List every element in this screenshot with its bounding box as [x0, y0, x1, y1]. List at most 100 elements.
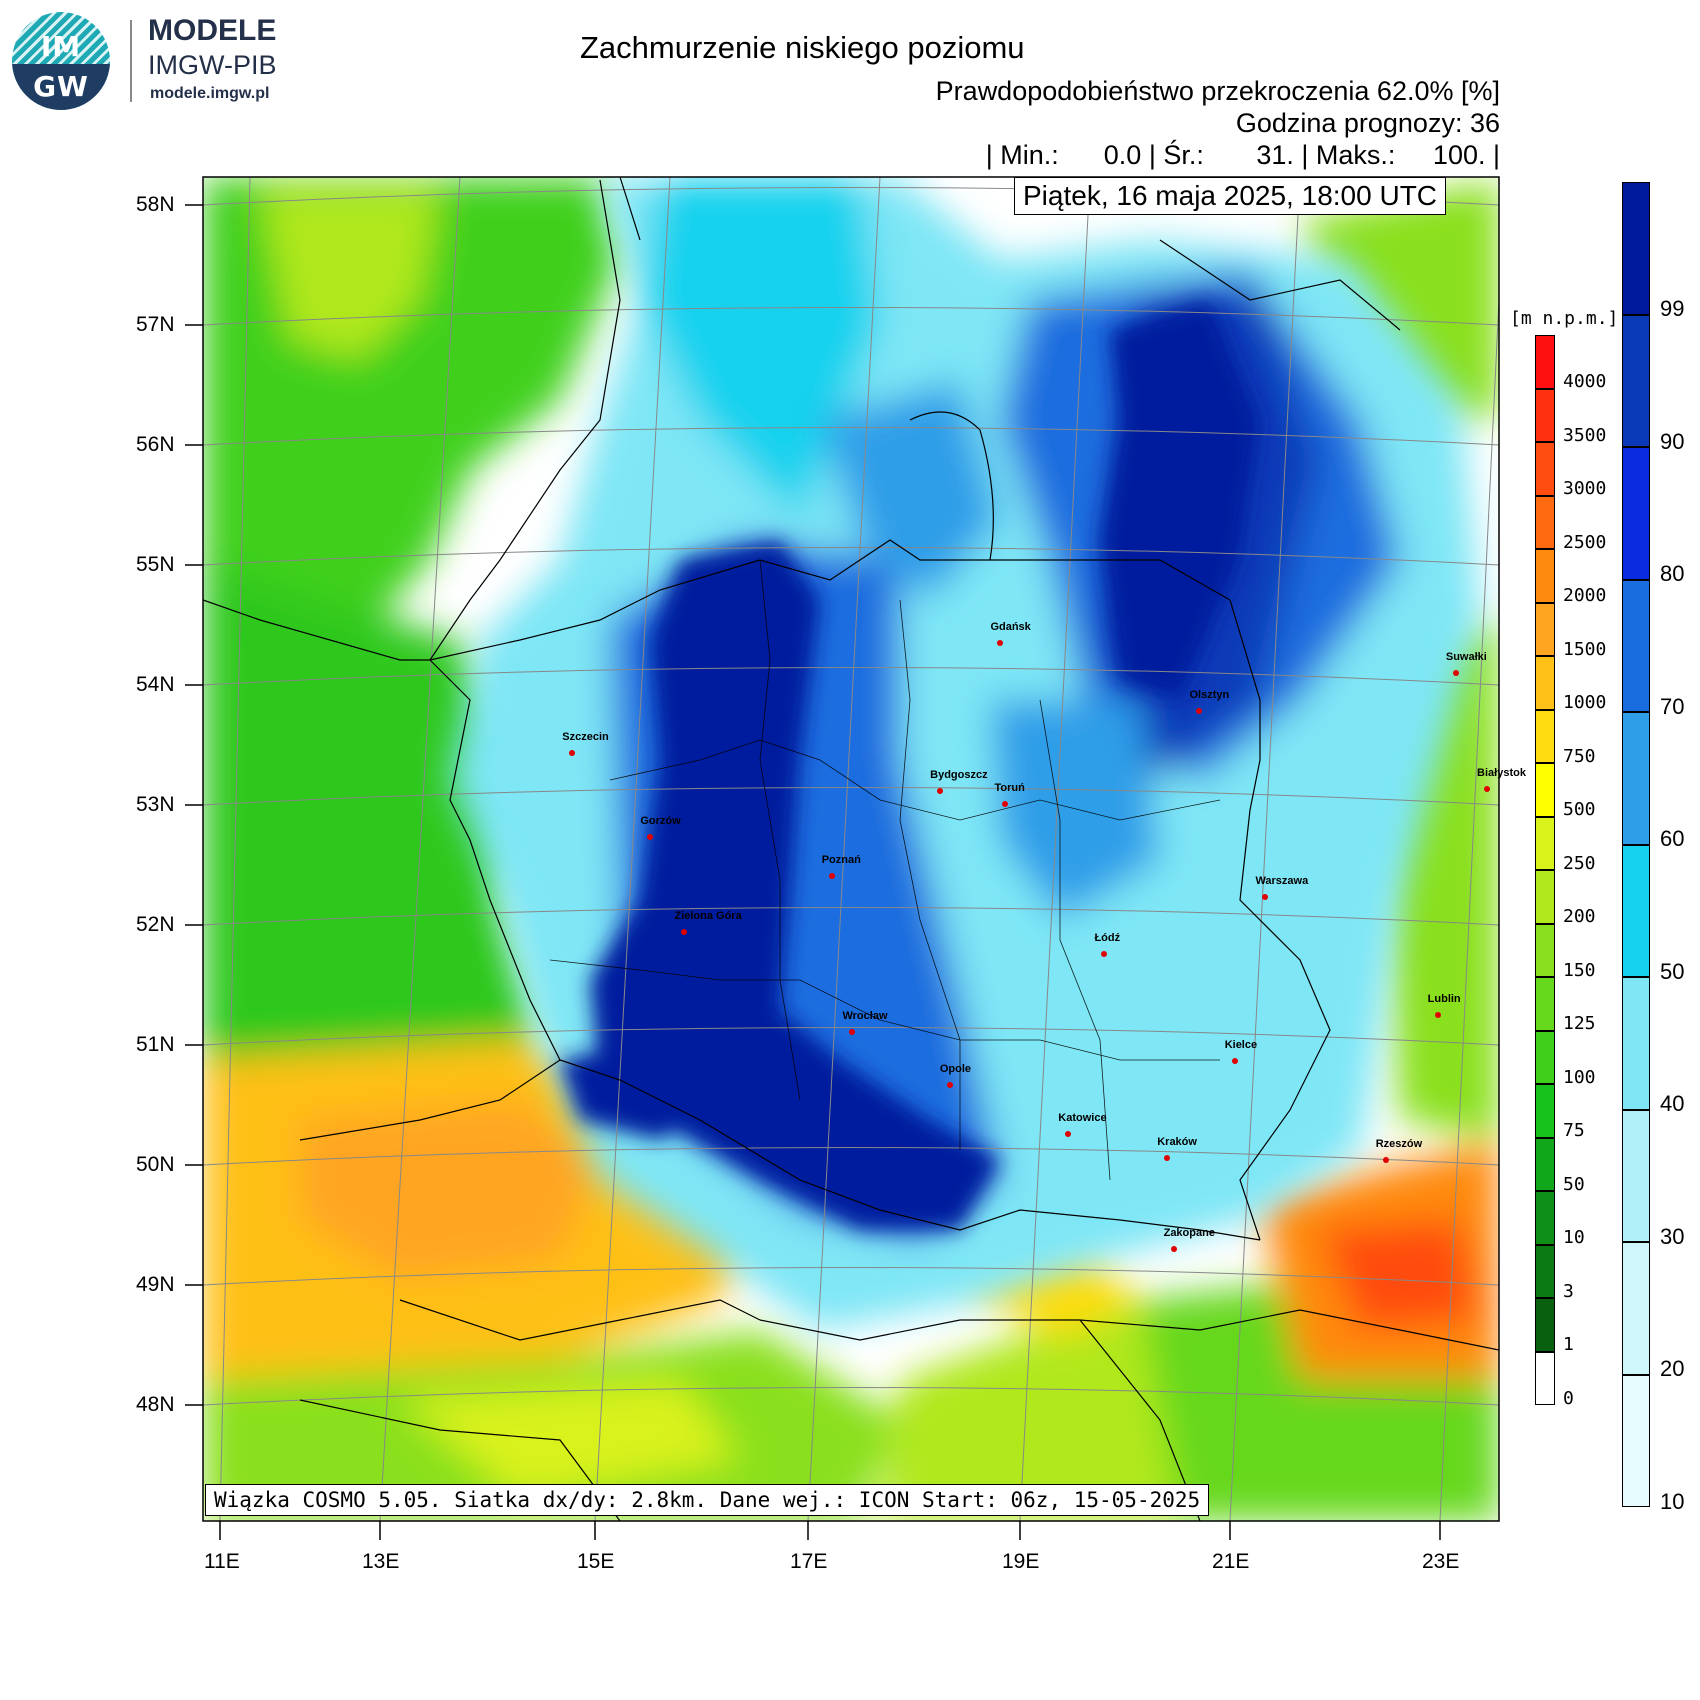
brand-url: modele.imgw.pl: [150, 85, 270, 102]
lat-label: 48N: [136, 1393, 175, 1416]
terrain-legend-swatch: [1535, 1244, 1555, 1298]
province-borders: [549, 559, 1221, 1181]
lat-label: 52N: [136, 913, 175, 936]
terrain-legend-label: 500: [1563, 799, 1596, 820]
city-marker: [569, 750, 576, 757]
model-info-box: Wiązka COSMO 5.05. Siatka dx/dy: 2.8km. …: [205, 1484, 1210, 1516]
lat-label: 57N: [136, 313, 175, 336]
cloud-legend-label: 70: [1660, 693, 1685, 719]
terrain-legend-label: 3: [1563, 1280, 1574, 1302]
lat-label: 51N: [136, 1033, 175, 1056]
terrain-legend-label: 2000: [1563, 585, 1607, 606]
cloud-legend-label: 10: [1660, 1488, 1685, 1514]
city-label: Wrocław: [842, 1009, 888, 1022]
terrain-legend-label: 0: [1563, 1387, 1574, 1409]
logo-text-bottom: GW: [33, 70, 89, 103]
city-marker: [997, 640, 1004, 646]
city-marker: [937, 787, 944, 794]
city-marker: [681, 929, 688, 936]
lon-label: 23E: [1422, 1550, 1460, 1573]
city-label: Szczecin: [562, 731, 609, 744]
city-label: Kielce: [1224, 1038, 1258, 1051]
cloud-legend-swatch: [1622, 1374, 1650, 1507]
city-label: Opole: [939, 1062, 972, 1075]
cloud-legend-swatch: [1622, 977, 1650, 1110]
cloud-legend-label: 99: [1660, 296, 1685, 321]
terrain-legend-label: 10: [1563, 1227, 1585, 1248]
city-marker: [1164, 1154, 1171, 1161]
cloud-legend-label: 30: [1660, 1223, 1685, 1249]
cloud-legend-swatch: [1622, 579, 1650, 712]
lat-label: 56N: [136, 433, 175, 456]
lon-label: 21E: [1212, 1550, 1250, 1573]
city-label: Rzeszów: [1375, 1138, 1423, 1151]
city-marker: [1196, 708, 1203, 715]
city-marker: [849, 1028, 856, 1035]
terrain-legend-label: 750: [1563, 745, 1596, 767]
terrain-legend-label: 200: [1563, 906, 1596, 927]
map-field: [203, 177, 1499, 1521]
city-marker: [1434, 1012, 1441, 1018]
city-label: Warszawa: [1255, 875, 1309, 888]
terrain-legend-swatch: [1535, 977, 1555, 1031]
terrain-legend-swatch: [1535, 870, 1555, 924]
cloud-legend-swatch: [1622, 1109, 1650, 1242]
terrain-legend-label: 1500: [1563, 638, 1607, 660]
city-label: Gorzów: [640, 815, 681, 828]
city-label: Zielona Góra: [674, 910, 742, 923]
terrain-legend-swatch: [1535, 709, 1555, 763]
cloud-legend-swatch: [1622, 844, 1650, 977]
lat-ticks: [185, 204, 203, 1406]
city-marker: [1101, 950, 1108, 957]
city-label: Gdańsk: [990, 621, 1031, 633]
city-marker: [1382, 1157, 1389, 1164]
city-label: Białystok: [1477, 767, 1526, 780]
city-marker: [1452, 670, 1459, 676]
terrain-legend-swatch: [1535, 1191, 1555, 1245]
terrain-legend-label: 125: [1563, 1013, 1596, 1034]
city-marker: [946, 1081, 953, 1088]
stats-line: | Min.: 0.0 | Śr.: 31. | Maks.: 100. |: [985, 140, 1500, 170]
terrain-legend-swatch: [1535, 495, 1555, 549]
city-marker: [1262, 894, 1269, 901]
city-marker: [828, 872, 835, 879]
terrain-legend-swatch: [1535, 1137, 1555, 1191]
lon-ticks: [219, 1521, 1441, 1540]
terrain-legend-swatch: [1535, 816, 1555, 870]
lon-label: 15E: [577, 1550, 615, 1573]
terrain-legend-swatch: [1535, 1298, 1555, 1352]
cloud-legend-label: 50: [1660, 958, 1685, 984]
imgw-logo: IM GW: [12, 12, 110, 110]
cloud-legend-swatch: [1622, 314, 1650, 447]
terrain-legend-swatch: [1535, 656, 1555, 710]
terrain-legend-label: 75: [1563, 1120, 1585, 1141]
forecast-hour: Godzina prognozy: 36: [1235, 108, 1500, 138]
lat-label: 50N: [136, 1153, 175, 1176]
terrain-legend-swatch: [1535, 335, 1555, 389]
city-label: Łódź: [1094, 931, 1121, 944]
terrain-legend-label: 150: [1563, 959, 1596, 981]
city-label: Lublin: [1427, 993, 1461, 1005]
terrain-legend-label: 100: [1563, 1066, 1596, 1088]
cloud-legend-label: 20: [1660, 1356, 1685, 1381]
terrain-legend-label: 3000: [1563, 478, 1607, 499]
terrain-legend-swatch: [1535, 763, 1555, 817]
brand-name: MODELE: [148, 14, 277, 47]
brand-separator: [130, 20, 132, 102]
terrain-legend-swatch: [1535, 1351, 1555, 1405]
city-marker: [1001, 800, 1008, 807]
lon-label: 17E: [790, 1550, 828, 1573]
cloud-legend-swatch: [1622, 712, 1650, 845]
cloud-legend-label: 90: [1660, 428, 1685, 454]
city-label: Poznań: [821, 853, 861, 866]
city-marker: [1065, 1130, 1072, 1137]
terrain-legend-label: 2500: [1563, 531, 1607, 553]
cloud-legend-swatch: [1622, 1242, 1650, 1375]
valid-time-box: Piątek, 16 maja 2025, 18:00 UTC: [1014, 177, 1447, 215]
city-label: Bydgoszcz: [930, 768, 988, 781]
lat-label: 54N: [136, 673, 175, 696]
terrain-legend-label: 1: [1563, 1334, 1574, 1355]
cloud-legend-swatch: [1622, 447, 1650, 580]
logo-text-top: IM: [40, 30, 82, 63]
